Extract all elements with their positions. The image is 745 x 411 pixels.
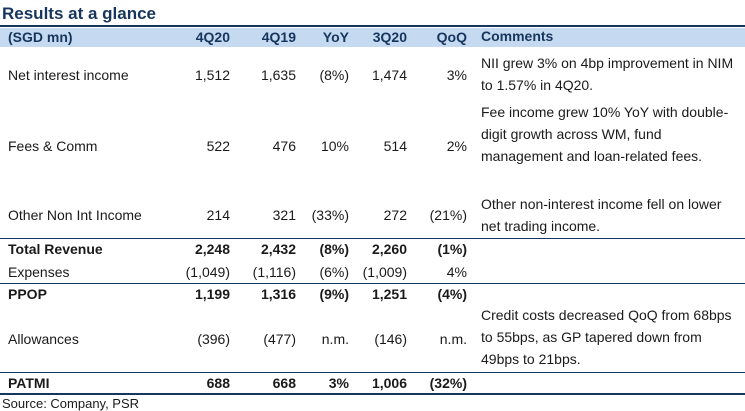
cell-4q19: (1,116) [252, 264, 296, 280]
cell-3q20: 1,006 [371, 375, 407, 391]
cell-4q19: 1,316 [260, 286, 296, 302]
cell-3q20: 514 [383, 138, 407, 154]
bottom-rule [0, 393, 745, 395]
cell-yoy: (8%) [319, 67, 349, 83]
row-label: PATMI [8, 375, 50, 391]
cell-4q20: 688 [206, 375, 230, 391]
header-4q19: 4Q19 [261, 29, 296, 45]
row-label: Total Revenue [8, 241, 103, 257]
cell-qoq: (32%) [429, 375, 467, 391]
cell-4q19: 476 [272, 138, 296, 154]
cell-3q20: (146) [374, 331, 407, 347]
cell-3q20: 1,251 [371, 286, 407, 302]
cell-4q19: 321 [272, 207, 296, 223]
row-label: Fees & Comm [8, 138, 98, 154]
cell-4q20: 522 [206, 138, 230, 154]
cell-4q19: 1,635 [260, 67, 296, 83]
cell-4q20: 2,248 [194, 241, 230, 257]
header-yoy: YoY [322, 29, 349, 45]
row-separator [0, 372, 745, 373]
cell-4q20: 214 [206, 207, 230, 223]
cell-qoq: (21%) [429, 207, 467, 223]
row-label: Allowances [8, 331, 79, 347]
cell-qoq: (4%) [437, 286, 467, 302]
row-label: Other Non Int Income [8, 207, 142, 223]
source-note: Source: Company, PSR [2, 396, 140, 411]
cell-4q19: 668 [272, 375, 296, 391]
cell-qoq: 4% [446, 264, 467, 280]
cell-yoy: (33%) [311, 207, 349, 223]
header-qoq: QoQ [436, 29, 467, 45]
cell-3q20: 1,474 [371, 67, 407, 83]
cell-4q20: 1,512 [194, 67, 230, 83]
cell-qoq: 2% [446, 138, 467, 154]
row-label: PPOP [8, 286, 47, 302]
row-separator [0, 283, 745, 284]
cell-4q19: 2,432 [260, 241, 296, 257]
row-label: Net interest income [8, 67, 129, 83]
row-separator [0, 238, 745, 239]
cell-yoy: 10% [320, 138, 349, 154]
cell-comment: Credit costs decreased QoQ from 68bps to… [481, 307, 732, 367]
cell-yoy: n.m. [321, 331, 349, 347]
cell-qoq: n.m. [439, 331, 467, 347]
cell-comment: Other non-interest income fell on lower … [481, 196, 722, 234]
cell-4q19: (477) [263, 331, 296, 347]
title-rule [0, 25, 745, 27]
cell-yoy: (9%) [319, 286, 349, 302]
header-4q20: 4Q20 [195, 29, 230, 45]
cell-4q20: 1,199 [194, 286, 230, 302]
cell-3q20: (1,009) [362, 264, 407, 280]
cell-yoy: 3% [328, 375, 349, 391]
cell-3q20: 2,260 [371, 241, 407, 257]
header-comments: Comments [481, 28, 554, 44]
cell-qoq: 3% [446, 67, 467, 83]
table-title: Results at a glance [2, 4, 157, 23]
cell-4q20: (396) [197, 331, 230, 347]
cell-qoq: (1%) [437, 241, 467, 257]
cell-comment: NII grew 3% on 4bp improvement in NIM to… [481, 55, 734, 93]
cell-4q20: (1,049) [185, 264, 230, 280]
cell-yoy: (8%) [319, 241, 349, 257]
cell-yoy: (6%) [319, 264, 349, 280]
cell-3q20: 272 [383, 207, 407, 223]
cell-comment: Fee income grew 10% YoY with double-digi… [481, 104, 729, 164]
header-row: (SGD mn) 4Q20 4Q19 YoY 3Q20 QoQ Comments [0, 28, 745, 47]
row-label: Expenses [8, 264, 70, 280]
header-unit: (SGD mn) [8, 29, 73, 45]
header-3q20: 3Q20 [372, 29, 407, 45]
